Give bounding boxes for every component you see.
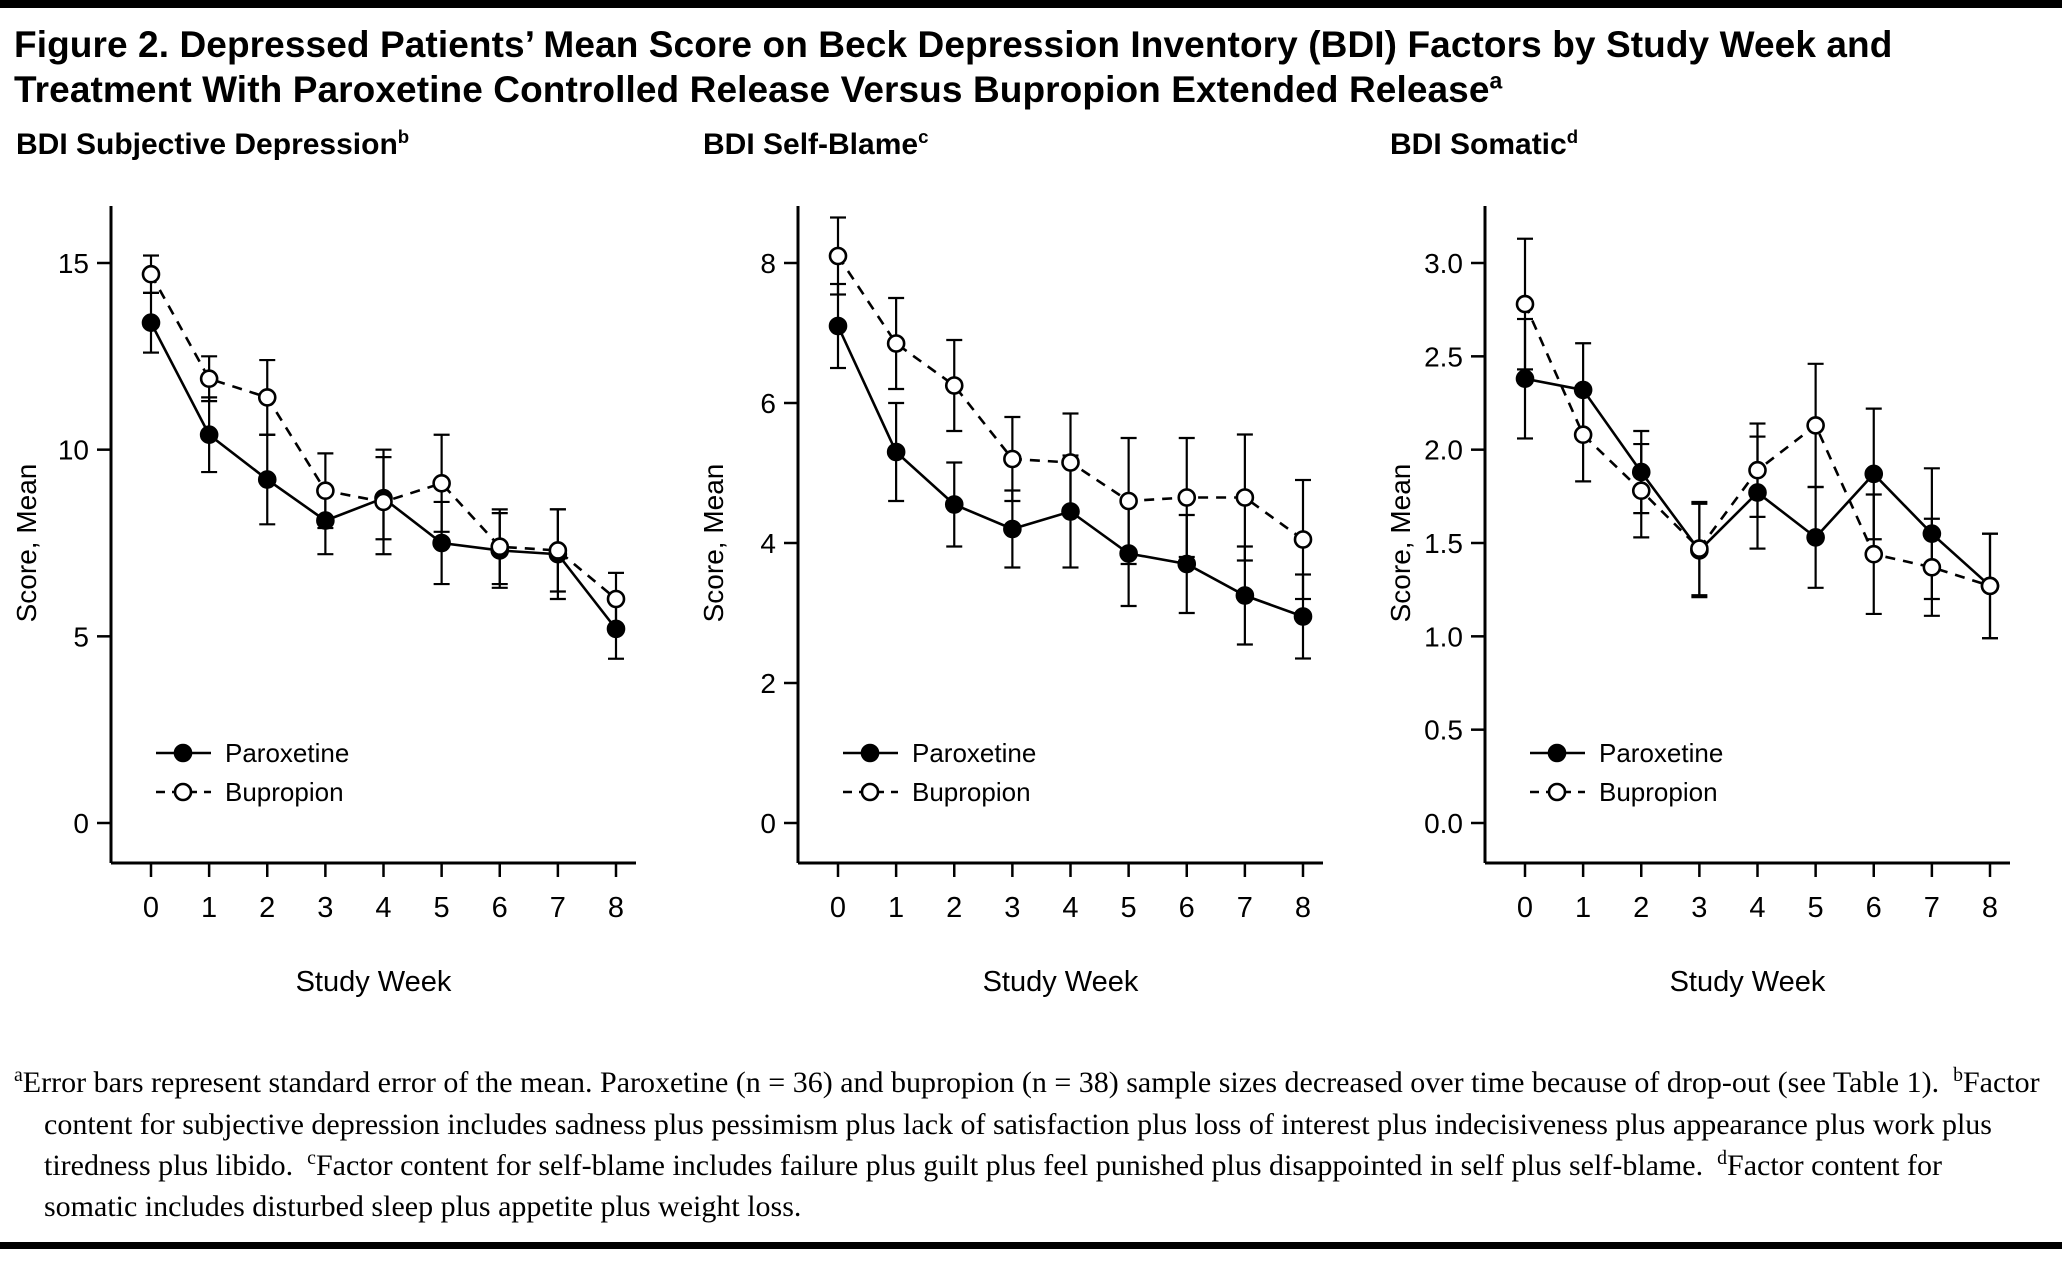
panel-title-superscript: d (1566, 126, 1579, 148)
svg-text:10: 10 (58, 435, 89, 466)
charts-row: BDI Subjective Depressionb 0 5 10 15 0 1 2 3 4 5 6… (6, 120, 2062, 1048)
svg-text:6: 6 (760, 388, 776, 419)
panel-self-blame: BDI Self-Blamec 0 2 4 6 8 0 1 2 3 4 5 6 7 8 Study Week… (693, 120, 1380, 1048)
panel-title-text: BDI Self-Blame (703, 128, 919, 162)
svg-text:8: 8 (1295, 892, 1311, 924)
svg-text:8: 8 (1982, 892, 1998, 924)
top-rule (0, 0, 2062, 8)
svg-text:3: 3 (1004, 892, 1020, 924)
footnote-d: dFactor content for somatic includes dis… (44, 1147, 1942, 1224)
panel-title-superscript: c (918, 126, 929, 148)
footnote-a-marker: a (14, 1064, 23, 1087)
svg-text:Bupropion: Bupropion (1599, 777, 1718, 807)
svg-text:5: 5 (1121, 892, 1137, 924)
footnote-a-text: Error bars represent standard error of t… (22, 1066, 1940, 1100)
svg-text:2: 2 (259, 892, 275, 924)
svg-text:Study Week: Study Week (296, 966, 452, 998)
svg-text:0.0: 0.0 (1424, 808, 1463, 839)
svg-text:1.5: 1.5 (1424, 528, 1463, 559)
footnote-d-marker: d (1717, 1147, 1728, 1170)
svg-text:0: 0 (1517, 892, 1533, 924)
svg-text:4: 4 (1749, 892, 1765, 924)
svg-text:Paroxetine: Paroxetine (1599, 738, 1723, 768)
panel-title-text: BDI Subjective Depression (16, 128, 398, 162)
footnote-d-text: Factor content for somatic includes dist… (44, 1149, 1942, 1224)
svg-text:6: 6 (1179, 892, 1195, 924)
panel-title-somatic: BDI Somaticd (1390, 126, 2062, 164)
footnote-a: aError bars represent standard error of … (14, 1064, 1940, 1100)
svg-text:5: 5 (73, 622, 89, 653)
chart-somatic: 0.0 0.5 1.0 1.5 2.0 2.5 3.0 0 1 2 3 4 5 6 7 8 Study Week… (1380, 168, 2062, 1048)
svg-text:6: 6 (492, 892, 508, 924)
svg-text:7: 7 (1237, 892, 1253, 924)
footnote-b-text: Factor content for subjective depression… (44, 1066, 2040, 1183)
svg-text:4: 4 (760, 528, 776, 559)
svg-text:5: 5 (434, 892, 450, 924)
figure-title-superscript: a (1489, 67, 1503, 94)
svg-text:2: 2 (946, 892, 962, 924)
bottom-rule (0, 1241, 2062, 1249)
panel-title-subjective-depression: BDI Subjective Depressionb (16, 126, 693, 164)
panel-somatic: BDI Somaticd 0.0 0.5 1.0 1.5 2.0 2.5 3.0 0 1 2 3 4 5… (1380, 120, 2062, 1048)
panel-title-text: BDI Somatic (1390, 128, 1567, 162)
svg-text:6: 6 (1866, 892, 1882, 924)
svg-text:1.0: 1.0 (1424, 622, 1463, 653)
svg-text:8: 8 (608, 892, 624, 924)
svg-text:5: 5 (1808, 892, 1824, 924)
svg-text:0: 0 (760, 808, 776, 839)
svg-text:Bupropion: Bupropion (225, 777, 344, 807)
svg-text:3: 3 (1691, 892, 1707, 924)
figure-footnotes: aError bars represent standard error of … (14, 1062, 2042, 1228)
svg-text:Score, Mean: Score, Mean (1385, 464, 1416, 623)
svg-text:0: 0 (830, 892, 846, 924)
svg-text:3.0: 3.0 (1424, 248, 1463, 279)
svg-text:15: 15 (58, 248, 89, 279)
svg-text:1: 1 (201, 892, 217, 924)
svg-text:Bupropion: Bupropion (912, 777, 1031, 807)
svg-text:Paroxetine: Paroxetine (225, 738, 349, 768)
footnote-c: cFactor content for self-blame includes … (307, 1147, 1704, 1183)
footnote-b: bFactor content for subjective depressio… (44, 1064, 2040, 1183)
svg-text:4: 4 (1062, 892, 1078, 924)
svg-text:7: 7 (550, 892, 566, 924)
footnote-b-marker: b (1953, 1064, 1963, 1087)
svg-text:7: 7 (1924, 892, 1940, 924)
svg-text:0.5: 0.5 (1424, 715, 1463, 746)
svg-text:Study Week: Study Week (1670, 966, 1826, 998)
chart-subjective-depression: 0 5 10 15 0 1 2 3 4 5 6 7 8 Study Week Score, Mean Paro… (6, 168, 693, 1048)
svg-text:4: 4 (375, 892, 391, 924)
svg-text:1: 1 (1575, 892, 1591, 924)
svg-text:0: 0 (73, 808, 89, 839)
svg-text:2: 2 (760, 668, 776, 699)
footnote-c-marker: c (307, 1147, 316, 1170)
panel-title-self-blame: BDI Self-Blamec (703, 126, 1380, 164)
footnote-c-text: Factor content for self-blame includes f… (315, 1149, 1704, 1183)
svg-text:Score, Mean: Score, Mean (11, 464, 42, 623)
svg-text:8: 8 (760, 248, 776, 279)
svg-text:3: 3 (317, 892, 333, 924)
chart-self-blame: 0 2 4 6 8 0 1 2 3 4 5 6 7 8 Study Week Score, Mean Parox… (693, 168, 1380, 1048)
svg-text:Paroxetine: Paroxetine (912, 738, 1036, 768)
svg-text:Score, Mean: Score, Mean (698, 464, 729, 623)
svg-text:0: 0 (143, 892, 159, 924)
panel-title-superscript: b (397, 126, 410, 148)
panel-subjective-depression: BDI Subjective Depressionb 0 5 10 15 0 1 2 3 4 5 6… (6, 120, 693, 1048)
svg-text:Study Week: Study Week (983, 966, 1139, 998)
figure-title-text: Figure 2. Depressed Patients’ Mean Score… (14, 24, 1893, 111)
svg-text:1: 1 (888, 892, 904, 924)
svg-text:2: 2 (1633, 892, 1649, 924)
svg-text:2.0: 2.0 (1424, 435, 1463, 466)
figure-title: Figure 2. Depressed Patients’ Mean Score… (14, 22, 2040, 112)
svg-text:2.5: 2.5 (1424, 342, 1463, 373)
